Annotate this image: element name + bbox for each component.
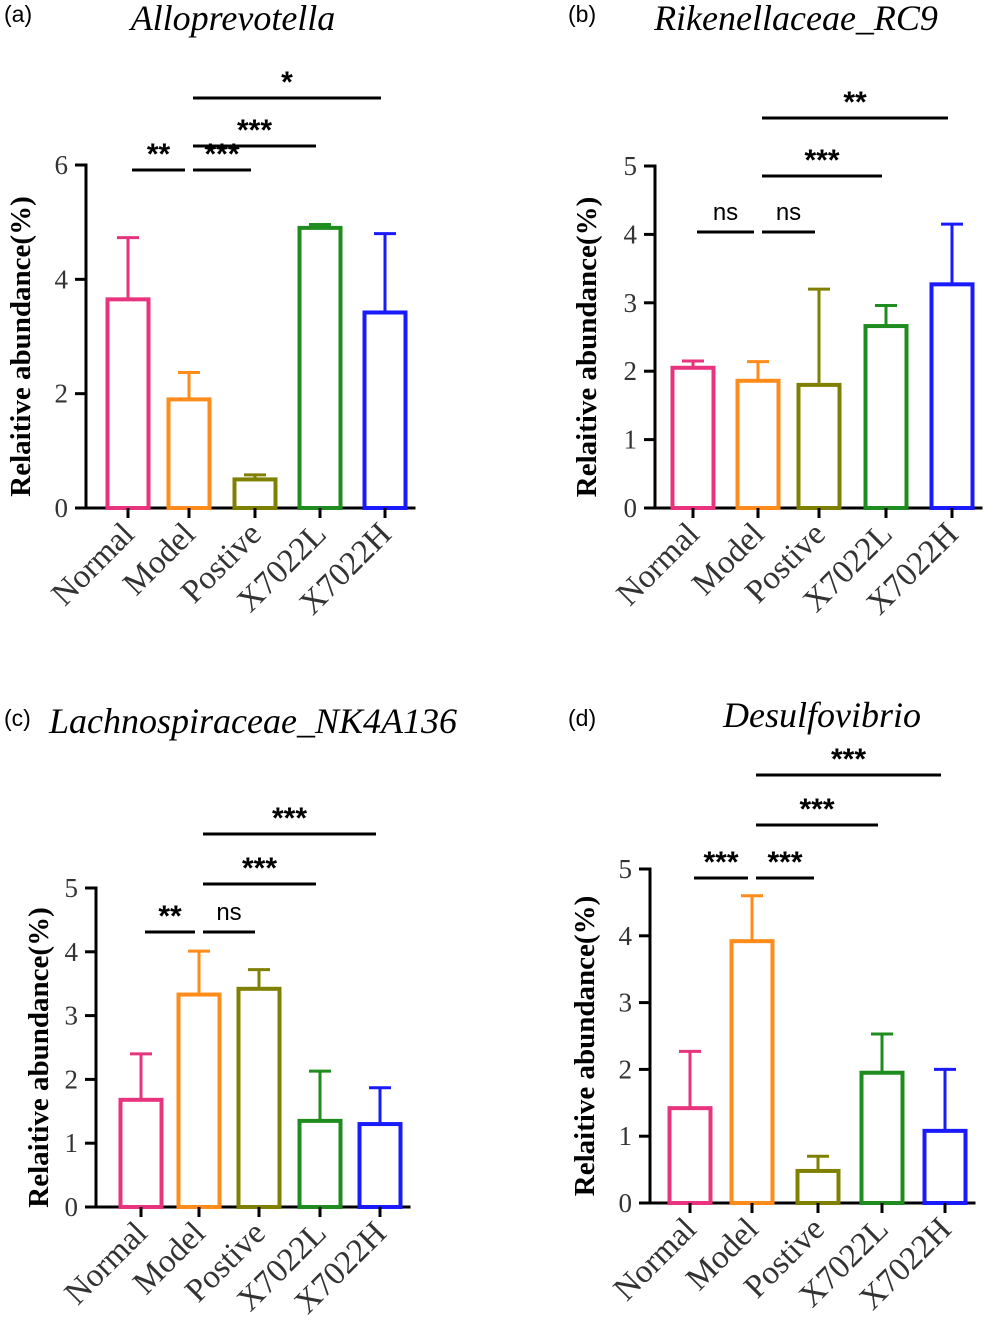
y-tick-label: 6	[55, 150, 69, 180]
significance-bracket: ns	[203, 899, 255, 934]
bar	[796, 382, 842, 511]
y-tick-label: 2	[624, 356, 638, 386]
chart-title: Rikenellaceae_RC9	[653, 0, 938, 38]
significance-label: ***	[272, 802, 307, 835]
y-tick-label: 0	[619, 1188, 633, 1218]
bar	[232, 477, 278, 510]
bar	[670, 365, 716, 510]
significance-label: ***	[703, 846, 738, 879]
significance-label: ***	[237, 114, 272, 147]
significance-label: **	[158, 900, 182, 933]
bar	[362, 310, 408, 510]
bar	[357, 1122, 403, 1210]
chart-title: Alloprevotella	[129, 0, 336, 38]
significance-bracket: ***	[756, 793, 878, 827]
x-tick-label: Normal	[45, 516, 142, 613]
y-axis-label: Relaitive abundance(%)	[569, 896, 601, 1196]
y-tick-label: 2	[619, 1054, 633, 1084]
y-axis-label: Relaitive abundance(%)	[23, 907, 55, 1207]
y-tick-label: 4	[624, 219, 638, 249]
bar	[236, 986, 282, 1210]
y-tick-label: 0	[55, 493, 69, 523]
y-tick-label: 5	[624, 151, 638, 181]
panel-letter: (c)	[4, 705, 31, 731]
bar	[118, 1097, 164, 1210]
y-tick-label: 5	[65, 873, 79, 903]
bar	[863, 324, 909, 510]
significance-label: ns	[713, 199, 738, 226]
significance-label: *	[281, 66, 293, 99]
chart-panel-b: (b) Rikenellaceae_RC9 Relaitive abundance(…	[568, 0, 983, 622]
significance-bracket: *	[193, 66, 381, 100]
chart-panel-d: (d) Desulfovibrio Relaitive abundance(%) 0 1…	[568, 695, 976, 1317]
significance-bracket: ***	[193, 114, 316, 148]
y-tick-label: 2	[65, 1064, 79, 1094]
significance-label: ***	[831, 743, 866, 776]
significance-label: ***	[767, 846, 802, 879]
y-axis-label: Relaitive abundance(%)	[571, 197, 603, 497]
bar	[667, 1106, 713, 1206]
bar	[735, 378, 781, 510]
significance-label: ***	[799, 793, 834, 826]
panel-letter: (d)	[568, 705, 596, 731]
y-tick-label: 1	[65, 1128, 79, 1158]
y-tick-label: 1	[619, 1121, 633, 1151]
y-tick-label: 0	[624, 493, 638, 523]
y-axis-label: Relaitive abundance(%)	[5, 196, 37, 496]
bar	[176, 992, 222, 1210]
significance-bracket: ***	[756, 743, 941, 777]
bar	[297, 1118, 343, 1209]
y-tick-label: 4	[55, 264, 69, 294]
significance-bracket: ***	[203, 852, 316, 886]
chart-panel-c: (c) Lachnospiraceae_NK4A136 Relaitive abun…	[4, 701, 457, 1321]
bar	[922, 1128, 968, 1205]
significance-bracket: **	[132, 138, 185, 172]
y-tick-label: 0	[65, 1192, 79, 1222]
y-tick-label: 5	[619, 854, 633, 884]
significance-label: **	[147, 138, 171, 171]
significance-bracket: ***	[193, 138, 251, 172]
significance-bracket: ns	[762, 199, 815, 234]
significance-bracket: ***	[203, 802, 376, 836]
bar	[297, 225, 343, 510]
y-tick-label: 3	[624, 288, 638, 318]
y-tick-label: 3	[65, 1001, 79, 1031]
bar	[929, 282, 975, 510]
x-tick-label: Normal	[607, 1211, 704, 1308]
chart-title: Desulfovibrio	[722, 695, 921, 735]
significance-label: ns	[216, 899, 241, 926]
y-tick-label: 4	[619, 921, 633, 951]
x-tick-label: Normal	[610, 516, 707, 613]
bar	[795, 1168, 841, 1206]
panel-letter: (a)	[4, 1, 32, 27]
significance-bracket: ***	[694, 846, 748, 880]
significance-bracket: **	[762, 86, 948, 120]
significance-bracket: ***	[756, 846, 814, 880]
bar	[729, 939, 775, 1205]
significance-label: ns	[776, 199, 801, 226]
y-tick-label: 3	[619, 988, 633, 1018]
y-tick-label: 4	[65, 937, 79, 967]
chart-title: Lachnospiraceae_NK4A136	[48, 701, 457, 741]
y-tick-label: 2	[55, 379, 69, 409]
panel-letter: (b)	[568, 1, 596, 27]
significance-label: ***	[804, 144, 839, 177]
significance-label: ***	[204, 138, 239, 171]
bar	[105, 297, 151, 511]
significance-label: ***	[242, 852, 277, 885]
significance-bracket: **	[145, 900, 195, 934]
bar	[859, 1070, 905, 1205]
chart-panel-a: (a) Alloprevotella Relaitive abundance(%) 0…	[4, 0, 416, 622]
significance-bracket: ***	[762, 144, 882, 178]
significance-label: **	[843, 86, 867, 119]
significance-bracket: ns	[697, 199, 754, 234]
bar	[166, 397, 212, 510]
y-tick-label: 1	[624, 425, 638, 455]
